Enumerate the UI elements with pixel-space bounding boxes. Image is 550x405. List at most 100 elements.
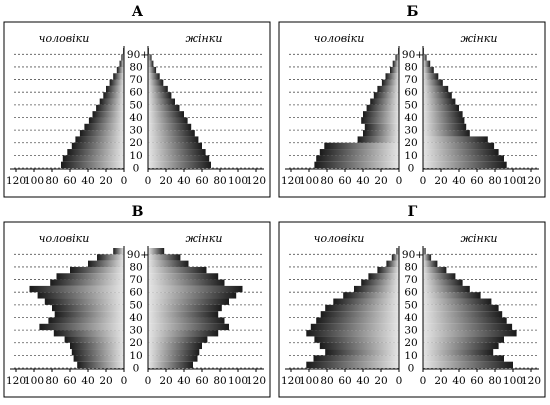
female-x-tick-label: 20 — [159, 175, 172, 187]
male-bar-25 — [53, 330, 124, 337]
male-bar-70 — [368, 273, 399, 280]
female-bar-5 — [423, 355, 504, 362]
female-bar-55 — [148, 292, 237, 299]
female-bar-60 — [423, 285, 470, 293]
female-bar-5 — [148, 155, 210, 162]
male-bar-80 — [88, 260, 124, 267]
male-bar-30 — [39, 323, 124, 331]
female-bar-65 — [423, 279, 463, 286]
female-x-tick-label: 60 — [470, 375, 483, 387]
male-bar-85 — [391, 254, 399, 261]
male-bar-40 — [54, 311, 125, 318]
male-bar-20 — [64, 336, 124, 343]
male-x-tick-label: 20 — [99, 375, 112, 387]
age-tick-label: 70 — [404, 274, 417, 286]
male-x-tick-label: 0 — [121, 375, 128, 387]
male-label: чоловіки — [39, 32, 90, 45]
age-tick-label: 20 — [129, 337, 142, 349]
female-bar-50 — [423, 298, 492, 305]
male-bar-65 — [361, 279, 399, 286]
age-tick-label: 0 — [133, 363, 140, 375]
age-tick-label: 90+ — [127, 49, 149, 61]
female-x-tick-label: 0 — [420, 175, 427, 187]
female-bar-75 — [148, 66, 157, 74]
male-x-tick-label: 100 — [299, 375, 319, 387]
female-bar-35 — [423, 117, 465, 124]
male-bar-10 — [71, 349, 124, 356]
male-label: чоловіки — [39, 232, 90, 245]
male-label: чоловіки — [314, 232, 365, 245]
male-x-tick-label: 100 — [299, 175, 319, 187]
age-tick-label: 70 — [129, 74, 142, 86]
male-bar-25 — [363, 130, 399, 137]
male-label: чоловіки — [314, 32, 365, 45]
male-bar-10 — [67, 149, 124, 156]
female-label: жінки — [186, 232, 223, 245]
age-tick-label: 50 — [129, 99, 142, 111]
male-bar-90+ — [113, 248, 124, 255]
female-x-tick-label: 120 — [521, 375, 541, 387]
age-tick-label: 40 — [129, 112, 142, 124]
male-bar-60 — [354, 285, 399, 293]
female-bar-55 — [423, 92, 452, 99]
female-bar-5 — [148, 355, 198, 362]
male-x-tick-label: 60 — [338, 175, 351, 187]
age-tick-label: 80 — [404, 61, 417, 73]
female-label: жінки — [461, 232, 498, 245]
female-bar-80 — [423, 260, 438, 267]
female-bar-65 — [423, 79, 443, 86]
male-bar-70 — [113, 73, 124, 80]
male-bar-50 — [99, 98, 124, 105]
panel-title: Г — [408, 204, 418, 220]
male-bar-85 — [97, 254, 124, 261]
male-bar-15 — [324, 142, 399, 150]
female-bar-40 — [423, 111, 463, 118]
female-label: жінки — [461, 32, 498, 45]
age-tick-label: 80 — [129, 61, 142, 73]
male-bar-85 — [121, 54, 124, 61]
male-bar-15 — [70, 342, 124, 350]
age-tick-label: 0 — [133, 163, 140, 175]
age-tick-label: 10 — [129, 150, 142, 162]
male-bar-0 — [306, 361, 399, 368]
age-tick-label: 90+ — [127, 249, 149, 261]
male-bar-60 — [29, 285, 124, 293]
male-x-tick-label: 40 — [81, 375, 94, 387]
age-tick-label: 70 — [404, 74, 417, 86]
panel-title: А — [132, 4, 144, 20]
female-bar-65 — [148, 279, 225, 286]
age-tick-label: 80 — [129, 261, 142, 273]
female-x-tick-label: 20 — [434, 375, 447, 387]
female-bar-5 — [423, 155, 504, 162]
male-bar-80 — [392, 60, 399, 67]
female-bar-85 — [423, 254, 432, 261]
female-bar-40 — [148, 311, 219, 318]
age-tick-label: 90+ — [402, 249, 424, 261]
female-bar-50 — [148, 298, 229, 305]
male-bar-75 — [390, 66, 399, 74]
female-bar-0 — [148, 161, 211, 168]
female-bar-40 — [148, 111, 184, 118]
male-x-tick-label: 80 — [45, 175, 58, 187]
female-bar-15 — [423, 342, 499, 350]
age-tick-label: 60 — [129, 87, 142, 99]
male-bar-35 — [48, 317, 124, 324]
female-bar-10 — [148, 349, 200, 356]
female-bar-35 — [148, 117, 188, 124]
male-bar-85 — [395, 54, 399, 61]
age-tick-label: 10 — [404, 150, 417, 162]
female-bar-55 — [148, 92, 172, 99]
female-bar-90+ — [148, 248, 165, 255]
female-x-tick-label: 40 — [177, 175, 190, 187]
female-x-tick-label: 0 — [145, 375, 152, 387]
female-bar-20 — [423, 136, 488, 143]
female-x-tick-label: 40 — [452, 375, 465, 387]
female-bar-90+ — [423, 248, 426, 255]
female-x-tick-label: 100 — [228, 375, 248, 387]
male-x-tick-label: 80 — [320, 375, 333, 387]
female-bar-70 — [423, 273, 456, 280]
age-tick-label: 0 — [408, 363, 415, 375]
male-bar-55 — [343, 292, 399, 299]
female-bar-60 — [148, 85, 168, 93]
male-bar-75 — [377, 266, 399, 274]
